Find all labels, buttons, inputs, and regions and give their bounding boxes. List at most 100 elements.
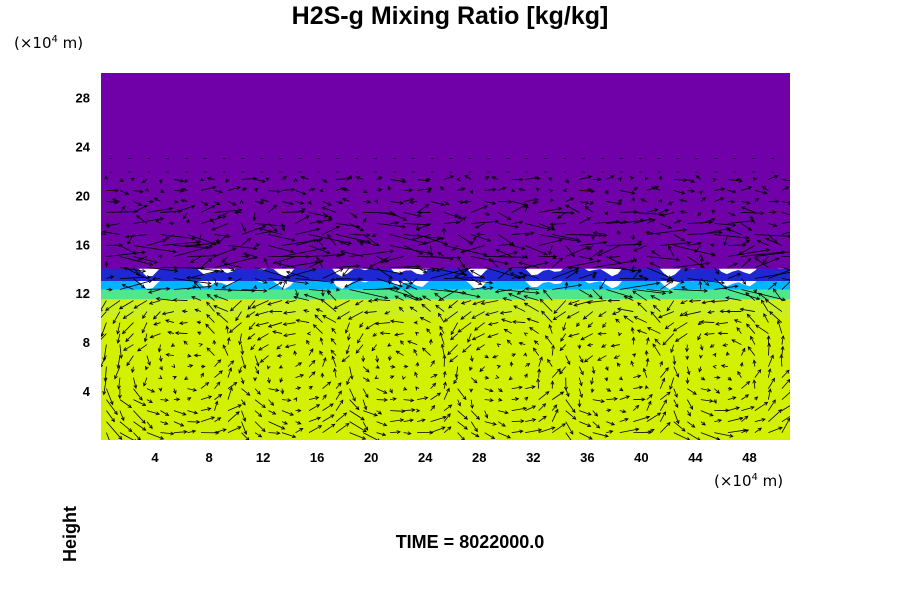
vector-arrow [767,342,771,356]
vector-arrow [619,395,631,401]
vector-arrow [551,344,555,356]
vector-arrow [119,399,132,408]
vector-arrow [376,388,388,394]
vector-arrow [512,320,526,324]
vector-arrow [172,388,177,395]
vector-arrow [146,355,151,366]
vector-arrow [697,321,702,326]
vector-arrow [615,318,621,323]
vector-arrow [111,198,121,203]
vector-arrow [780,335,785,345]
vector-arrow [146,239,167,246]
vector-arrow [579,410,592,416]
vector-arrow [590,377,594,385]
vector-arrow [316,220,323,224]
vector-arrow [497,212,512,221]
vector-arrow [444,212,463,220]
vector-arrow [254,388,261,395]
vector-arrow [479,366,485,373]
vector-arrow [206,347,215,356]
vector-arrow [781,221,790,224]
vector-arrow [469,189,474,195]
y-axis-unit: (×104 m) [14,34,84,52]
vector-arrow [241,223,246,232]
vector-arrow [118,300,134,310]
vector-arrow [753,289,757,294]
vector-arrow [349,399,360,411]
vector-arrow [173,178,185,183]
vector-arrow [322,178,328,183]
vector-arrow [607,255,620,260]
vector-arrow [565,245,575,258]
vector-arrow [417,430,434,435]
heatmap-transition-band [101,299,790,318]
vector-arrow [148,289,161,294]
vector-arrow [516,289,526,295]
vector-arrow [580,333,593,341]
vector-arrow [686,410,691,417]
vector-arrow [664,322,675,330]
vector-arrow [470,410,481,420]
vector-arrow [552,391,565,400]
vector-arrow [349,366,354,380]
vector-arrow [680,300,688,304]
vector-arrow [428,338,433,345]
vector-arrow [754,396,759,401]
vector-arrow [133,278,146,289]
vector-arrow [498,223,520,229]
vector-arrow [454,366,459,379]
vector-arrow [322,356,327,367]
vector-arrow [403,197,415,202]
vector-arrow [712,178,717,182]
vector-arrow [633,415,651,423]
vector-arrow [766,335,771,345]
vector-arrow [376,410,383,415]
vector-arrow [471,256,509,266]
vector-arrow [484,354,489,359]
vector-arrow [776,319,783,334]
vector-arrow [295,408,302,413]
vector-arrow [426,188,432,193]
vector-arrow [511,245,526,250]
y-tick-label: 8 [83,335,90,350]
vector-arrow [417,396,429,401]
vector-arrow [346,333,351,341]
vector-arrow [650,295,661,301]
vector-arrow [223,262,242,268]
vector-arrow [619,281,661,290]
vector-arrow [362,217,367,224]
vector-arrow [525,405,537,412]
vector-arrow [293,350,298,356]
vector-arrow [374,199,378,204]
vector-arrow [562,322,567,332]
vector-arrow [254,421,266,433]
vector-arrow [781,369,790,378]
vector-arrow [538,356,543,367]
vector-arrow [349,223,365,232]
vector-arrow [238,333,243,346]
vector-arrow [374,297,391,302]
vector-arrow [322,212,333,220]
vector-arrow [216,234,229,245]
vector-arrow [425,177,431,182]
vector-arrow [633,404,640,411]
vector-arrow [741,223,753,231]
vector-arrow [768,282,777,290]
vector-arrow [727,218,755,224]
vector-arrow [727,406,741,412]
vector-arrow [320,372,325,378]
vector-arrow [666,300,675,312]
vector-arrow [471,311,485,319]
vector-arrow [101,233,107,235]
vector-arrow [538,426,556,434]
vector-arrow [143,333,148,343]
vector-arrow [754,257,780,268]
vector-arrow [652,304,661,312]
vector-arrow [333,367,337,378]
vector-arrow [225,178,230,183]
vector-arrow [267,322,283,328]
vector-arrow [336,263,361,268]
vector-arrow [457,200,465,204]
vector-arrow [687,278,726,285]
vector-arrow [666,278,674,283]
